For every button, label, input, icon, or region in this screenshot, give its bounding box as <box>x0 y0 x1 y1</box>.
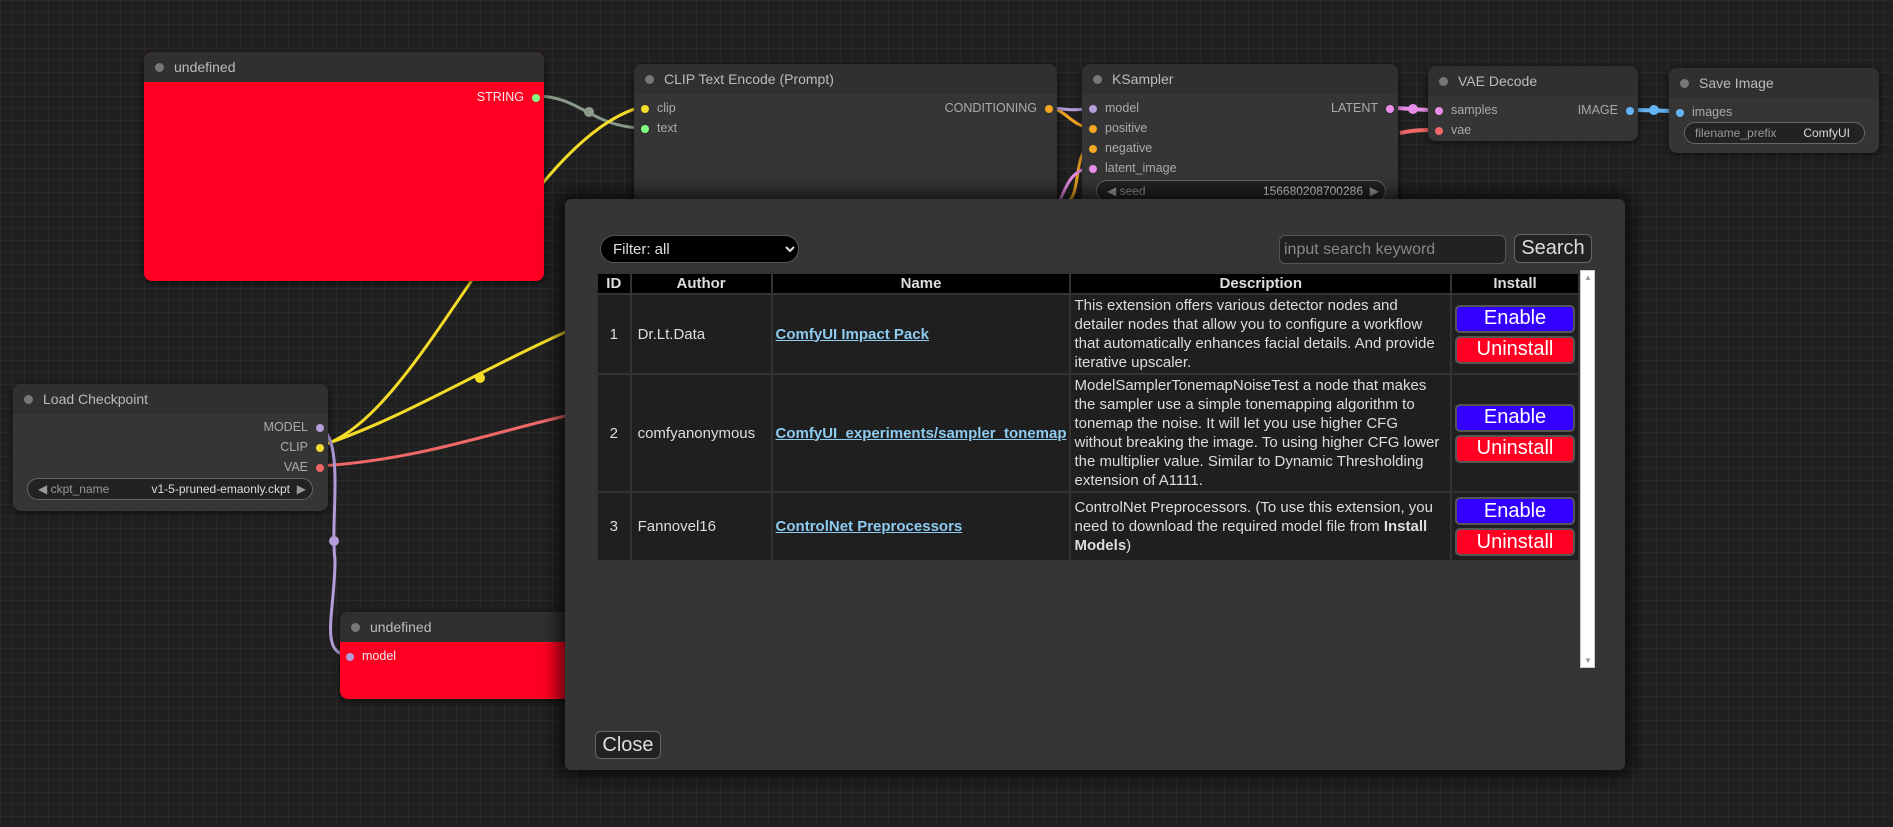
input-samples[interactable]: samples <box>1435 103 1498 117</box>
node-save-image[interactable]: Save Image images filename_prefix ComfyUI <box>1669 68 1879 153</box>
enable-button[interactable]: Enable <box>1455 403 1575 432</box>
col-id: ID <box>596 272 632 295</box>
arrow-right-icon[interactable]: ▶ <box>296 482 306 496</box>
arrow-left-icon[interactable]: ◀ <box>1107 184 1117 198</box>
arrow-left-icon[interactable]: ◀ <box>38 482 48 496</box>
slot-dot-icon <box>316 463 324 472</box>
install-models-link[interactable]: Install Models <box>1074 518 1428 554</box>
slot-dot-icon <box>1435 126 1443 135</box>
slot-dot-icon <box>316 423 324 432</box>
table-row: 3 Fannovel16 ControlNet Preprocessors Co… <box>596 491 1580 562</box>
slot-dot-icon <box>316 443 324 452</box>
uninstall-button[interactable]: Uninstall <box>1455 434 1575 463</box>
input-model[interactable]: model <box>1089 101 1139 115</box>
input-clip[interactable]: clip <box>641 101 676 115</box>
node-undefined-string[interactable]: undefined STRING <box>144 52 544 281</box>
node-title: KSampler <box>1082 64 1398 94</box>
slot-dot-icon <box>1045 104 1053 113</box>
input-text[interactable]: text <box>641 121 677 135</box>
output-latent[interactable]: LATENT <box>1331 101 1394 115</box>
enable-button[interactable]: Enable <box>1455 304 1575 333</box>
col-name: Name <box>770 272 1072 295</box>
node-title: Load Checkpoint <box>13 384 328 414</box>
search-input[interactable] <box>1279 235 1506 264</box>
arrow-right-icon[interactable]: ▶ <box>1369 184 1379 198</box>
table-row: 2 comfyanonymous ComfyUI_experiments/sam… <box>596 373 1580 493</box>
output-conditioning[interactable]: CONDITIONING <box>945 101 1053 115</box>
slot-dot-icon <box>346 652 354 661</box>
col-description: Description <box>1069 272 1452 295</box>
extension-link[interactable]: ComfyUI_experiments/sampler_tonemap <box>775 424 1067 442</box>
slot-dot-icon <box>1676 108 1684 117</box>
node-title: Save Image <box>1669 68 1879 98</box>
filter-select[interactable]: Filter: all <box>600 235 799 263</box>
search-button[interactable]: Search <box>1514 234 1592 263</box>
node-title: VAE Decode <box>1428 66 1638 96</box>
output-string[interactable]: STRING <box>477 90 540 104</box>
output-vae[interactable]: VAE <box>284 460 324 474</box>
col-author: Author <box>629 272 773 295</box>
extensions-table: ID Author Name Description Install 1 Dr.… <box>596 272 1580 562</box>
slot-dot-icon <box>1626 106 1634 115</box>
node-vae-decode[interactable]: VAE Decode samples vae IMAGE <box>1428 66 1638 141</box>
extension-link[interactable]: ComfyUI Impact Pack <box>775 325 929 343</box>
node-title: CLIP Text Encode (Prompt) <box>634 64 1057 94</box>
table-row: 1 Dr.Lt.Data ComfyUI Impact Pack This ex… <box>596 293 1580 375</box>
uninstall-button[interactable]: Uninstall <box>1455 335 1575 364</box>
output-image[interactable]: IMAGE <box>1578 103 1634 117</box>
ckpt-name-widget[interactable]: ◀ ckpt_name v1-5-pruned-emaonly.ckpt ▶ <box>27 478 313 500</box>
input-model[interactable]: model <box>346 649 396 663</box>
slot-dot-icon <box>1435 106 1443 115</box>
node-load-checkpoint[interactable]: Load Checkpoint MODEL CLIP VAE ◀ ckpt_na… <box>13 384 328 511</box>
table-scrollbar[interactable]: ▲ ▼ <box>1580 270 1595 668</box>
slot-dot-icon <box>1089 144 1097 153</box>
output-clip[interactable]: CLIP <box>280 440 324 454</box>
custom-nodes-manager-dialog: Filter: all Search ID Author Name Descri… <box>565 199 1625 770</box>
input-positive[interactable]: positive <box>1089 121 1147 135</box>
input-negative[interactable]: negative <box>1089 141 1152 155</box>
enable-button[interactable]: Enable <box>1455 497 1575 525</box>
node-title: undefined <box>144 52 544 82</box>
seed-widget[interactable]: ◀ seed 156680208700286 ▶ <box>1096 180 1386 202</box>
input-images[interactable]: images <box>1676 105 1732 119</box>
slot-dot-icon <box>1089 124 1097 133</box>
input-latent-image[interactable]: latent_image <box>1089 161 1177 175</box>
scroll-up-icon[interactable]: ▲ <box>1584 273 1592 282</box>
scroll-down-icon[interactable]: ▼ <box>1584 656 1592 665</box>
extension-link[interactable]: ControlNet Preprocessors <box>775 518 963 535</box>
col-install: Install <box>1450 272 1580 295</box>
uninstall-button[interactable]: Uninstall <box>1455 528 1575 556</box>
slot-dot-icon <box>532 93 540 102</box>
slot-dot-icon <box>1386 104 1394 113</box>
input-vae[interactable]: vae <box>1435 123 1471 137</box>
slot-dot-icon <box>1089 104 1097 113</box>
output-model[interactable]: MODEL <box>264 420 324 434</box>
slot-dot-icon <box>641 104 649 113</box>
filename-prefix-widget[interactable]: filename_prefix ComfyUI <box>1684 122 1865 144</box>
slot-dot-icon <box>641 124 649 133</box>
close-button[interactable]: Close <box>595 731 661 759</box>
node-title: undefined <box>340 612 580 642</box>
slot-dot-icon <box>1089 164 1097 173</box>
node-undefined-model[interactable]: undefined model <box>340 612 580 699</box>
